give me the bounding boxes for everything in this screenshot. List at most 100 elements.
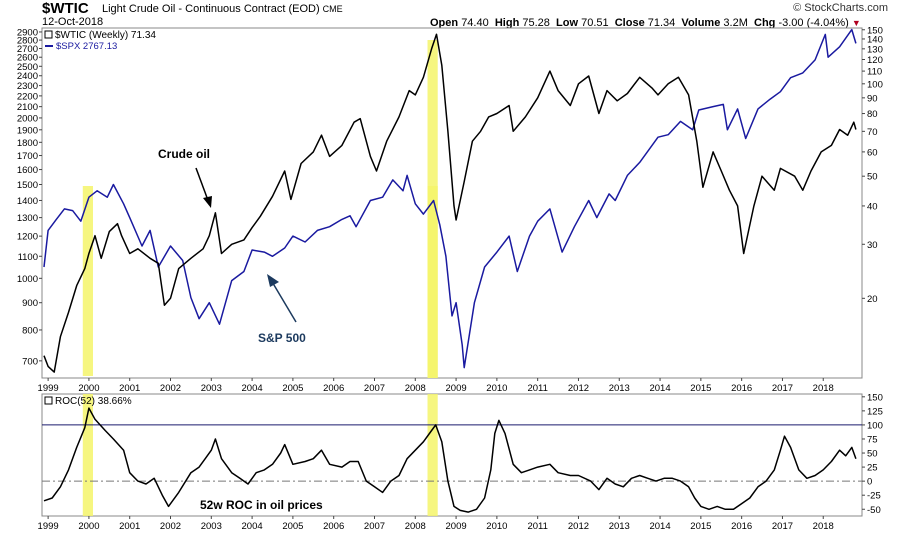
x-axis-tick-label: 2003 [201,383,222,394]
roc-axis-tick-label: 125 [867,406,883,417]
x-axis-tick-label: 2008 [405,383,426,394]
right-axis-tick-label: 110 [867,67,882,78]
x-axis-tick-label: 2010 [486,383,507,394]
roc-axis-tick-label: -25 [867,491,881,502]
legend-label-roc: ROC(52) 38.66% [55,396,132,407]
left-axis-tick-label: 1400 [17,196,38,207]
annotation-roc: 52w ROC in oil prices [200,498,323,512]
right-axis-tick-label: 100 [867,79,883,90]
roc-x-axis-tick-label: 2002 [160,521,181,532]
roc-axis-tick-label: 50 [867,449,878,460]
roc-x-axis-tick-label: 2000 [78,521,99,532]
roc-x-axis-tick-label: 1999 [38,521,59,532]
left-axis-tick-label: 800 [22,325,38,336]
left-axis-tick-label: 1000 [17,274,38,285]
right-axis-tick-label: 70 [867,127,878,138]
left-axis-tick-label: 2800 [17,36,38,47]
left-axis-tick-label: 2500 [17,62,38,73]
roc-x-axis-tick-label: 2015 [690,521,711,532]
legend-label-spx: $SPX 2767.13 [56,41,117,52]
roc-x-axis-tick-label: 2018 [813,521,834,532]
annotation-arrow-head [267,274,279,287]
roc-axis-tick-label: 75 [867,434,878,445]
annotation-crude-oil: Crude oil [158,147,210,161]
legend-checkbox-icon [44,30,53,39]
open-label: Open [430,17,459,29]
high-label: High [494,17,520,29]
volume-label: Volume [681,17,721,29]
left-axis-tick-label: 2400 [17,71,38,82]
x-axis-tick-label: 2000 [78,383,99,394]
annotation-arrow [270,279,297,323]
series-line-wtic [43,33,857,373]
roc-x-axis-tick-label: 2017 [772,521,793,532]
x-axis-tick-label: 2016 [731,383,752,394]
roc-x-axis-tick-label: 2016 [731,521,752,532]
roc-x-axis-tick-label: 2012 [568,521,589,532]
right-axis-tick-label: 90 [867,93,878,104]
right-axis-tick-label: 80 [867,109,878,120]
roc-x-axis-tick-label: 2004 [242,521,263,532]
exchange-label: CME [322,4,343,14]
series-line-roc [43,407,857,513]
right-axis-tick-label: 30 [867,240,878,251]
left-axis-tick-label: 2200 [17,91,38,102]
roc-x-axis-tick-label: 2006 [323,521,344,532]
roc-axis-tick-label: -50 [867,505,881,516]
legend-checkbox-icon [44,396,53,405]
roc-x-axis-tick-label: 2001 [119,521,140,532]
main-panel-frame [41,27,863,379]
roc-axis-tick-label: 25 [867,463,878,474]
roc-x-axis-tick-label: 2003 [201,521,222,532]
x-axis-tick-label: 2004 [242,383,263,394]
roc-axis-tick-label: 0 [867,477,872,488]
brand-logo[interactable]: © StockCharts.com [793,2,888,14]
highlight-band [82,394,93,516]
x-axis-tick-label: 1999 [38,383,59,394]
x-axis-tick-label: 2014 [649,383,670,394]
left-axis-tick-label: 2300 [17,81,38,92]
roc-x-axis-tick-label: 2014 [649,521,670,532]
right-axis-tick-label: 50 [867,172,878,183]
close-label: Close [614,17,645,29]
chart-symbol: $WTIC [42,0,89,17]
annotation-arrow-head [203,196,212,208]
highlight-band [427,394,438,516]
left-axis-tick-label: 2600 [17,53,38,64]
highlight-band [82,186,93,376]
x-axis-tick-label: 2018 [813,383,834,394]
x-axis-tick-label: 2006 [323,383,344,394]
down-arrow-icon: ▼ [851,18,861,28]
x-axis-tick-label: 2005 [282,383,303,394]
right-axis-tick-label: 20 [867,294,878,305]
volume-value: 3.2M [723,17,748,29]
chg-label: Chg [754,17,776,29]
low-label: Low [556,17,579,29]
right-axis-tick-label: 40 [867,201,878,212]
x-axis-tick-label: 2015 [690,383,711,394]
left-axis-tick-label: 2700 [17,44,38,55]
left-axis-tick-label: 1500 [17,180,38,191]
x-axis-tick-label: 2007 [364,383,385,394]
roc-x-axis-tick-label: 2013 [609,521,630,532]
x-axis-tick-label: 2001 [119,383,140,394]
chg-value: -3.00 (-4.04%) [778,17,849,29]
roc-x-axis-tick-label: 2009 [446,521,467,532]
low-value: 70.51 [581,17,609,29]
high-value: 75.28 [522,17,550,29]
roc-x-axis-tick-label: 2008 [405,521,426,532]
right-axis-tick-label: 120 [867,55,883,66]
roc-x-axis-tick-label: 2010 [486,521,507,532]
right-axis-tick-label: 60 [867,147,878,158]
right-axis-tick-label: 140 [867,34,883,45]
left-axis-tick-label: 900 [22,298,38,309]
left-axis-tick-label: 1100 [18,252,38,263]
x-axis-tick-label: 2009 [446,383,467,394]
right-axis-tick-label: 130 [867,44,883,55]
chart-description: Light Crude Oil - Continuous Contract (E… [102,3,343,15]
close-value: 71.34 [647,17,676,29]
description-text: Light Crude Oil - Continuous Contract (E… [102,3,320,15]
right-axis-tick-label: 150 [867,25,883,36]
x-axis-tick-label: 2013 [609,383,630,394]
